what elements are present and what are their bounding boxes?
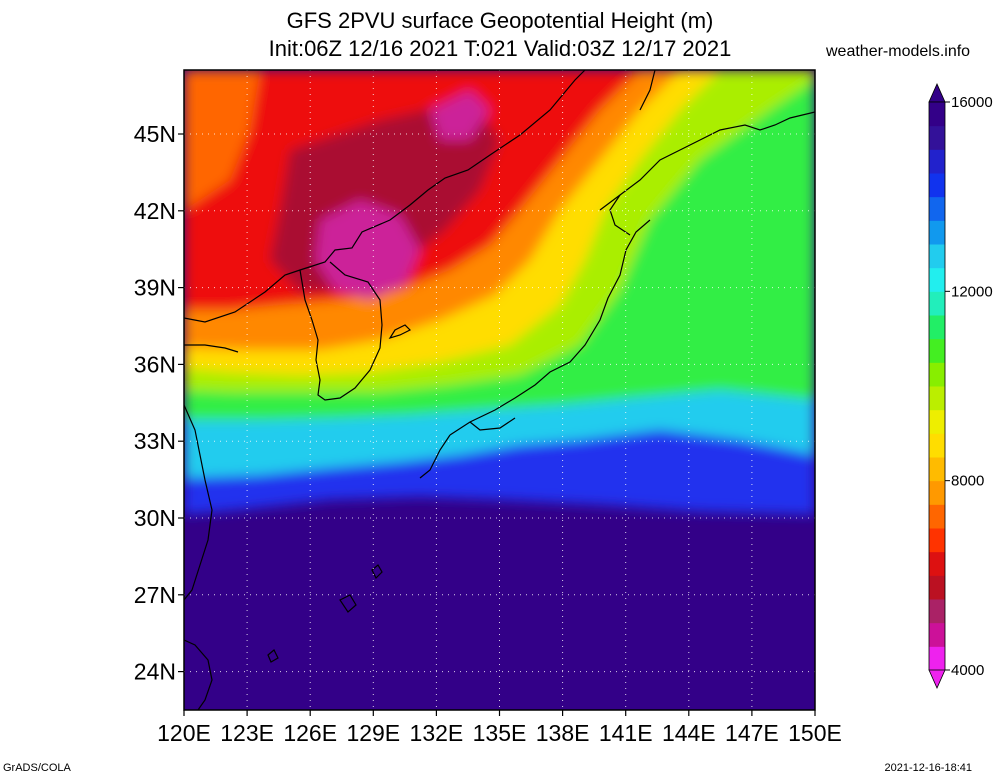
y-tick-label: 42N (134, 198, 176, 224)
x-axis: 120E 123E 126E 129E 132E 135E 138E 141E 144E 147E… (157, 710, 842, 746)
colorbar-swatch (929, 504, 945, 529)
x-tick-label: 138E (536, 720, 590, 746)
x-tick-label: 126E (283, 720, 337, 746)
colorbar-swatch (929, 102, 945, 127)
footer-software: GrADS/COLA (3, 762, 71, 774)
x-tick-label: 147E (725, 720, 779, 746)
y-tick-label: 27N (134, 582, 176, 608)
colorbar-swatch (929, 528, 945, 553)
colorbar-swatch (929, 291, 945, 316)
y-tick-label: 24N (134, 659, 176, 685)
coastlines (184, 70, 815, 710)
colorbar-swatch (929, 457, 945, 482)
colorbar-swatch (929, 575, 945, 600)
colorbar-swatch (929, 480, 945, 505)
x-tick-label: 123E (220, 720, 274, 746)
colorbar-swatch (929, 149, 945, 174)
y-axis: 24N 27N 30N 33N 36N 39N 42N 45N (134, 121, 184, 685)
x-tick-label: 129E (346, 720, 400, 746)
x-tick-label: 144E (662, 720, 716, 746)
colorbar-swatch (929, 267, 945, 292)
colorbar-swatch (929, 315, 945, 340)
x-tick-label: 120E (157, 720, 211, 746)
colorbar-swatch (929, 386, 945, 411)
x-tick-label: 132E (410, 720, 464, 746)
colorbar-swatch (929, 125, 945, 150)
y-tick-label: 45N (134, 121, 176, 147)
field-band-magenta (315, 200, 420, 300)
chart-subtitle: Init:06Z 12/16 2021 T:021 Valid:03Z 12/1… (268, 36, 732, 61)
colorbar-over-triangle (928, 83, 946, 103)
colorbar-swatch (929, 244, 945, 269)
colorbar-swatch (929, 622, 945, 647)
x-tick-label: 141E (599, 720, 653, 746)
colorbar-swatch (929, 173, 945, 198)
chart-title: GFS 2PVU surface Geopotential Height (m) (286, 8, 714, 33)
colorbar-label: 12000 (951, 283, 993, 300)
colorbar-under-triangle (928, 669, 946, 689)
y-tick-label: 36N (134, 351, 176, 377)
x-tick-label: 150E (788, 720, 842, 746)
colorbar-frame (928, 101, 946, 671)
colorbar-swatch (929, 551, 945, 576)
colorbar-swatch (929, 646, 945, 671)
footer-timestamp: 2021-12-16-18:41 (884, 762, 972, 774)
colorbar-swatch (929, 220, 945, 245)
colorbar-swatch (929, 196, 945, 221)
y-tick-label: 39N (134, 275, 176, 301)
colorbar-swatch (929, 338, 945, 363)
colorbar-swatch (929, 599, 945, 624)
colorbar-label: 4000 (951, 662, 984, 679)
colorbar-swatch (929, 433, 945, 458)
colorbar: 4000 8000 12000 16000 (928, 83, 993, 689)
colorbar-swatch (929, 409, 945, 434)
x-tick-label: 135E (473, 720, 527, 746)
y-tick-label: 33N (134, 428, 176, 454)
colorbar-label: 8000 (951, 473, 984, 490)
colorbar-label: 16000 (951, 94, 993, 111)
y-tick-label: 30N (134, 505, 176, 531)
site-credit: weather-models.info (826, 43, 971, 60)
colorbar-swatch (929, 362, 945, 387)
field-band-magenta-north (430, 90, 490, 140)
field-band-upper-left-orange (184, 70, 260, 210)
